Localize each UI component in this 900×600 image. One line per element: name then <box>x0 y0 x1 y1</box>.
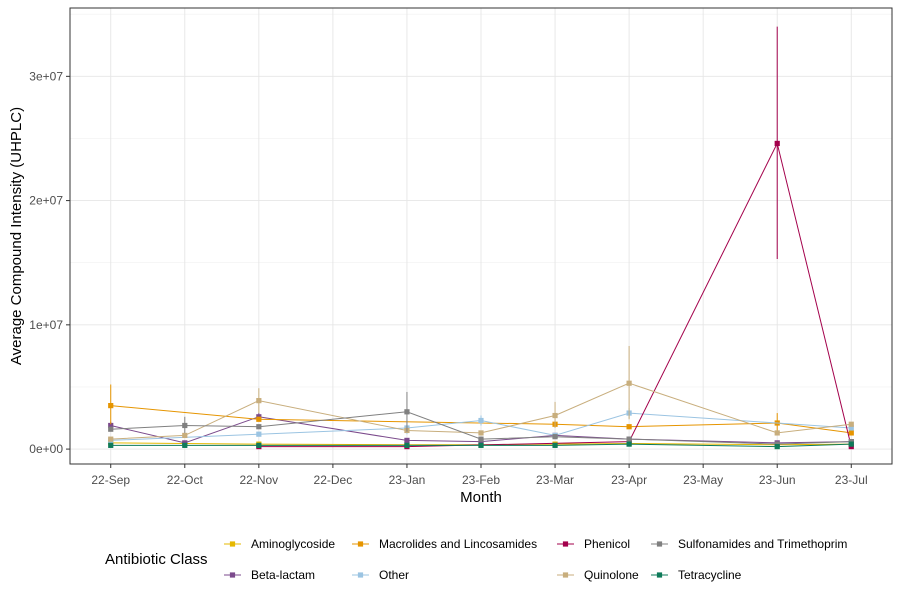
y-tick-label: 3e+07 <box>29 69 63 83</box>
x-tick-label: 23-Jun <box>759 473 796 487</box>
legend-item-tetracycline: Tetracycline <box>651 568 742 582</box>
x-tick-label: 23-Feb <box>462 473 500 487</box>
data-point <box>256 398 262 404</box>
legend-label: Aminoglycoside <box>251 537 335 551</box>
data-point <box>256 431 262 437</box>
series-line <box>110 405 852 434</box>
y-tick-label: 1e+07 <box>29 318 63 332</box>
x-tick-label: 22-Nov <box>239 473 278 487</box>
x-tick-label: 22-Oct <box>167 473 204 487</box>
legend-label: Tetracycline <box>678 568 742 582</box>
data-point <box>478 436 484 442</box>
data-point <box>108 442 114 448</box>
data-point <box>108 422 114 429</box>
legend-key-marker <box>656 572 663 578</box>
data-point <box>182 442 188 448</box>
data-point <box>404 409 410 415</box>
legend-key-marker <box>656 541 663 547</box>
legend-item-quinolone: Quinolone <box>557 568 639 582</box>
legend-item-beta-lactam: Beta-lactam <box>224 568 315 582</box>
legend-item-other: Other <box>352 568 409 582</box>
y-tick-label: 2e+07 <box>29 194 63 208</box>
legend-label: Other <box>379 568 409 582</box>
legend-title: Antibiotic Class <box>105 551 208 568</box>
x-tick-label: 22-Dec <box>314 473 353 487</box>
x-tick-label: 23-May <box>683 473 723 487</box>
data-point <box>256 442 262 448</box>
legend-item-aminoglycoside: Aminoglycoside <box>224 537 335 551</box>
series-layer <box>108 26 854 450</box>
data-point <box>626 436 632 442</box>
x-tick-label: 23-Mar <box>536 473 574 487</box>
x-tick-label: 22-Sep <box>91 473 130 487</box>
data-point <box>848 430 854 436</box>
data-point <box>552 412 558 419</box>
legend-key-marker <box>562 572 569 578</box>
legend-item-sulfonamides-and-trimethoprim: Sulfonamides and Trimethoprim <box>651 537 847 551</box>
data-point <box>552 442 558 448</box>
data-point <box>404 437 410 443</box>
y-tick-label: 0e+00 <box>29 442 63 456</box>
legend-key-marker <box>357 572 364 578</box>
x-axis-title: Month <box>460 489 502 506</box>
legend-label: Phenicol <box>584 537 630 551</box>
legend-label: Beta-lactam <box>251 568 315 582</box>
data-point <box>478 430 484 436</box>
series-quinolone <box>108 345 854 442</box>
data-point <box>626 424 632 430</box>
series-tetracycline <box>108 441 854 450</box>
data-point <box>108 403 114 409</box>
data-point <box>848 441 854 447</box>
data-point <box>774 140 780 147</box>
data-point <box>404 442 410 448</box>
legend-key-marker <box>357 541 364 547</box>
legend-key-marker <box>229 572 236 578</box>
data-point <box>108 426 114 432</box>
legend-label: Macrolides and Lincosamides <box>379 537 537 551</box>
x-tick-label: 23-Jan <box>389 473 426 487</box>
legend-label: Quinolone <box>584 568 639 582</box>
data-point <box>478 442 484 448</box>
data-point <box>774 444 780 450</box>
data-point <box>182 432 188 439</box>
x-tick-label: 23-Jul <box>835 473 868 487</box>
legend-item-phenicol: Phenicol <box>557 537 630 551</box>
legend-key-marker <box>229 541 236 547</box>
y-axis-title: Average Compound Intensity (UHPLC) <box>8 107 25 365</box>
data-point <box>626 380 632 386</box>
data-point <box>256 416 262 422</box>
x-tick-label: 23-Apr <box>611 473 647 487</box>
data-point <box>626 441 632 447</box>
data-point <box>552 434 558 440</box>
legend-item-macrolides-and-lincosamides: Macrolides and Lincosamides <box>352 537 537 551</box>
legend: Aminoglycoside Beta-lactam Macrolides and … <box>224 537 847 582</box>
legend-label: Sulfonamides and Trimethoprim <box>678 537 847 551</box>
data-point <box>478 417 484 424</box>
data-point <box>256 424 262 430</box>
data-point <box>182 422 188 429</box>
data-point <box>848 421 854 427</box>
data-point <box>108 436 114 442</box>
axes: 0e+00 1e+07 2e+07 3e+07 22-Sep 22-Oct 22-Nov 22… <box>29 69 867 487</box>
data-point <box>848 425 854 431</box>
legend-key-marker <box>562 541 569 547</box>
data-point <box>774 430 780 436</box>
